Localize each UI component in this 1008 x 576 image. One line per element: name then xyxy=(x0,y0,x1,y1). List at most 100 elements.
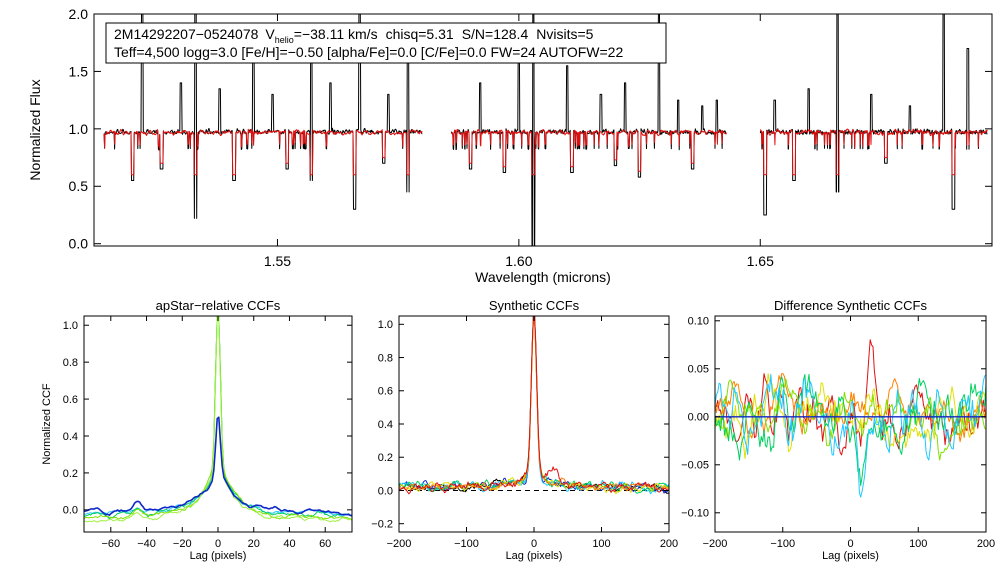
synthetic-ccf-title: Synthetic CCFs xyxy=(489,298,580,313)
apstar-ccf-y-axis-label: Normalized CCF xyxy=(41,383,53,465)
difference-ccf-line-visit-2 xyxy=(714,373,987,443)
annotation-box: 2M14292207−0524078 Vhelio=−38.11 km/s chis… xyxy=(105,22,667,64)
y-tick-label: 0.2 xyxy=(378,452,393,464)
annotation-sn: S/N=128.4 xyxy=(462,26,529,42)
synthetic-ccf-line-visit-4 xyxy=(398,315,670,494)
annotation-v-subscript: helio xyxy=(275,35,294,45)
synthetic-ccf-x-axis-label: Lag (pixels) xyxy=(506,550,563,562)
y-tick-label: −0.2 xyxy=(371,519,393,531)
synthetic-spectrum-line xyxy=(103,128,423,176)
x-tick-label: −100 xyxy=(770,538,795,550)
spectrum-traces xyxy=(103,13,988,247)
apstar-ccf-traces xyxy=(83,315,353,523)
y-tick-label: −0.05 xyxy=(681,460,709,472)
difference-ccf-panel: −200 −100 0 100 200 −0.10 −0.05 0.00 0.05 0.10 Di… xyxy=(681,298,995,562)
observed-spectrum-line xyxy=(759,13,988,216)
synthetic-ccf-line-visit-1 xyxy=(398,315,670,494)
apstar-ccf-panel: −60 −40 −20 0 20 40 60 0.0 0.2 0.4 0.6 0.8 1.0 apSta… xyxy=(41,298,353,562)
difference-ccf-line-visit-6 xyxy=(714,373,987,498)
synthetic-ccf-line-visit-2 xyxy=(398,315,670,494)
synthetic-ccf-line-visit-5 xyxy=(398,320,670,495)
y-tick-label: 0.0 xyxy=(63,505,78,517)
spectrum-ticks: 1.55 1.60 1.65 0.0 0.5 1.0 1.5 2.0 xyxy=(69,6,992,269)
spectrum-panel: 1.55 1.60 1.65 0.0 0.5 1.0 1.5 2.0 Wavelength (… xyxy=(27,6,993,285)
x-tick-label: 1.55 xyxy=(264,253,291,269)
apstar-ccf-plot-frame xyxy=(83,315,353,533)
apstar-ccf-x-axis-label: Lag (pixels) xyxy=(190,550,247,562)
apstar-ccf-ticks: −60 −40 −20 0 20 40 60 0.0 0.2 0.4 0.6 0.8 1.0 xyxy=(63,316,352,550)
y-tick-label: 0.4 xyxy=(63,431,78,443)
apstar-ccf-title: apStar−relative CCFs xyxy=(156,298,281,313)
annotation-velocity: =−38.11 km/s xyxy=(294,26,378,42)
difference-ccf-line-visit-4 xyxy=(714,378,987,461)
difference-ccf-title: Difference Synthetic CCFs xyxy=(774,298,927,313)
x-tick-label: 40 xyxy=(283,538,295,550)
annotation-line-1: 2M14292207−0524078 Vhelio=−38.11 km/s chis… xyxy=(114,26,594,45)
x-tick-label: −200 xyxy=(387,538,412,550)
x-tick-label: −200 xyxy=(703,538,728,550)
x-tick-label: 200 xyxy=(977,538,995,550)
x-tick-label: 1.65 xyxy=(747,253,774,269)
difference-ccf-x-axis-label: Lag (pixels) xyxy=(822,550,879,562)
y-tick-label: 1.0 xyxy=(378,319,393,331)
x-tick-label: 100 xyxy=(592,538,610,550)
x-tick-label: 0 xyxy=(531,538,537,550)
x-tick-label: −100 xyxy=(454,538,479,550)
x-tick-label: 0 xyxy=(215,538,221,550)
annotation-line-2: Teff=4,500 logg=3.0 [Fe/H]=−0.50 [alpha/… xyxy=(114,44,623,60)
ccf-line-visit-1 xyxy=(83,315,353,517)
y-tick-label: 0.6 xyxy=(63,394,78,406)
difference-ccf-line-visit-3 xyxy=(714,373,987,460)
y-tick-label: 1.0 xyxy=(63,320,78,332)
difference-ccf-plot-frame xyxy=(714,315,987,533)
difference-ccf-traces xyxy=(714,339,987,498)
spectrum-plot-frame xyxy=(93,13,993,247)
y-tick-label: 1.5 xyxy=(69,63,89,79)
x-tick-label: 60 xyxy=(319,538,331,550)
ccf-line-combined xyxy=(83,416,353,517)
ccf-line-visit-4 xyxy=(84,315,353,523)
annotation-v-prefix: V xyxy=(265,26,275,42)
difference-ccf-line-visit-5 xyxy=(714,373,987,487)
synthetic-ccf-ticks: −200 −100 0 100 200 −0.2 0.0 0.2 0.4 0.6 0.8 1.0 xyxy=(371,316,678,550)
synthetic-ccf-line-visit-3 xyxy=(398,315,670,495)
x-tick-label: 0 xyxy=(847,538,853,550)
y-tick-label: 0.2 xyxy=(63,468,78,480)
y-tick-label: 0.8 xyxy=(378,352,393,364)
y-tick-label: −0.10 xyxy=(681,508,709,520)
synthetic-spectrum-line xyxy=(450,128,727,176)
y-tick-label: 0.00 xyxy=(688,412,709,424)
x-tick-label: −40 xyxy=(137,538,156,550)
synthetic-ccf-traces xyxy=(398,315,670,495)
synthetic-ccf-plot-frame xyxy=(398,315,670,533)
synthetic-ccf-line-visit-7 xyxy=(398,315,670,495)
difference-ccf-ticks: −200 −100 0 100 200 −0.10 −0.05 0.00 0.05 0.10 xyxy=(681,316,995,550)
annotation-chisq: chisq=5.31 xyxy=(386,26,454,42)
spectrum-y-axis-label: Normalized Flux xyxy=(27,79,43,180)
y-tick-label: 0.8 xyxy=(63,357,78,369)
spectrum-x-axis-label: Wavelength (microns) xyxy=(475,269,611,285)
x-tick-label: 1.60 xyxy=(505,253,532,269)
annotation-nvisits: Nvisits=5 xyxy=(536,26,593,42)
y-tick-label: 0.05 xyxy=(688,364,709,376)
y-tick-label: 0.10 xyxy=(688,316,709,328)
y-tick-label: 0.0 xyxy=(378,485,393,497)
annotation-box-frame xyxy=(105,22,667,64)
y-tick-label: 0.6 xyxy=(378,386,393,398)
y-tick-label: 0.5 xyxy=(69,178,89,194)
synthetic-ccf-line-visit-6 xyxy=(398,317,670,492)
x-tick-label: 100 xyxy=(909,538,927,550)
y-tick-label: 1.0 xyxy=(69,121,89,137)
annotation-object-id: 2M14292207−0524078 xyxy=(114,26,259,42)
y-tick-label: 0.4 xyxy=(378,419,393,431)
synthetic-ccf-panel: −200 −100 0 100 200 −0.2 0.0 0.2 0.4 0.6 0.8 1.0 Sy… xyxy=(371,298,678,562)
y-tick-label: 2.0 xyxy=(69,6,89,22)
x-tick-label: 20 xyxy=(248,538,260,550)
x-tick-label: −20 xyxy=(173,538,192,550)
x-tick-label: 200 xyxy=(660,538,678,550)
y-tick-label: 0.0 xyxy=(69,236,89,252)
observed-spectrum-line xyxy=(450,13,727,247)
synthetic-spectrum-line xyxy=(759,128,988,176)
x-tick-label: −60 xyxy=(101,538,120,550)
